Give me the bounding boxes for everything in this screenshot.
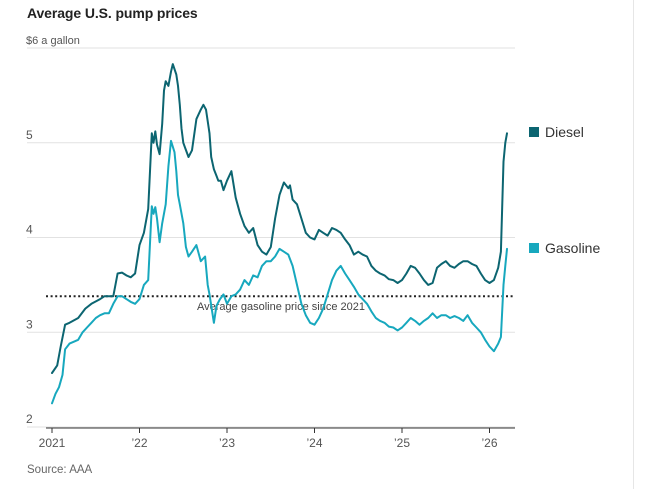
gasoline-line: [51, 139, 508, 405]
legend-swatch-gasoline: [529, 243, 539, 253]
x-tick-label: ’24: [306, 436, 322, 450]
y-tick-label: 3: [26, 317, 33, 331]
x-tick-label: ’23: [219, 436, 235, 450]
panel-edge-line: [633, 0, 634, 489]
legend-label-diesel: Diesel: [545, 124, 584, 140]
series-lines: [51, 63, 508, 405]
x-tick-label: ’26: [481, 436, 497, 450]
x-tick-label: ’25: [394, 436, 410, 450]
y-tick-label: 2: [26, 412, 33, 426]
x-tick-label: 2021: [39, 436, 66, 450]
y-tick-label: 4: [26, 223, 33, 237]
series-labels: Diesel Gasoline: [529, 124, 600, 256]
chart-title: Average U.S. pump prices: [27, 5, 198, 21]
legend-swatch-diesel: [529, 127, 539, 137]
x-axis: 2021 ’22 ’23 ’24 ’25 ’26: [39, 427, 515, 450]
x-tick-label: ’22: [131, 436, 147, 450]
reference-line-label: Average gasoline price since 2021: [197, 301, 365, 313]
y-axis-labels: $6 a gallon 5 4 3 2: [26, 35, 80, 426]
y-tick-label: 5: [26, 128, 33, 142]
source-note: Source: AAA: [27, 464, 93, 476]
y-tick-label: $6 a gallon: [26, 35, 80, 47]
diesel-line: [51, 63, 508, 374]
gridlines: [27, 47, 515, 428]
legend-label-gasoline: Gasoline: [545, 240, 600, 256]
